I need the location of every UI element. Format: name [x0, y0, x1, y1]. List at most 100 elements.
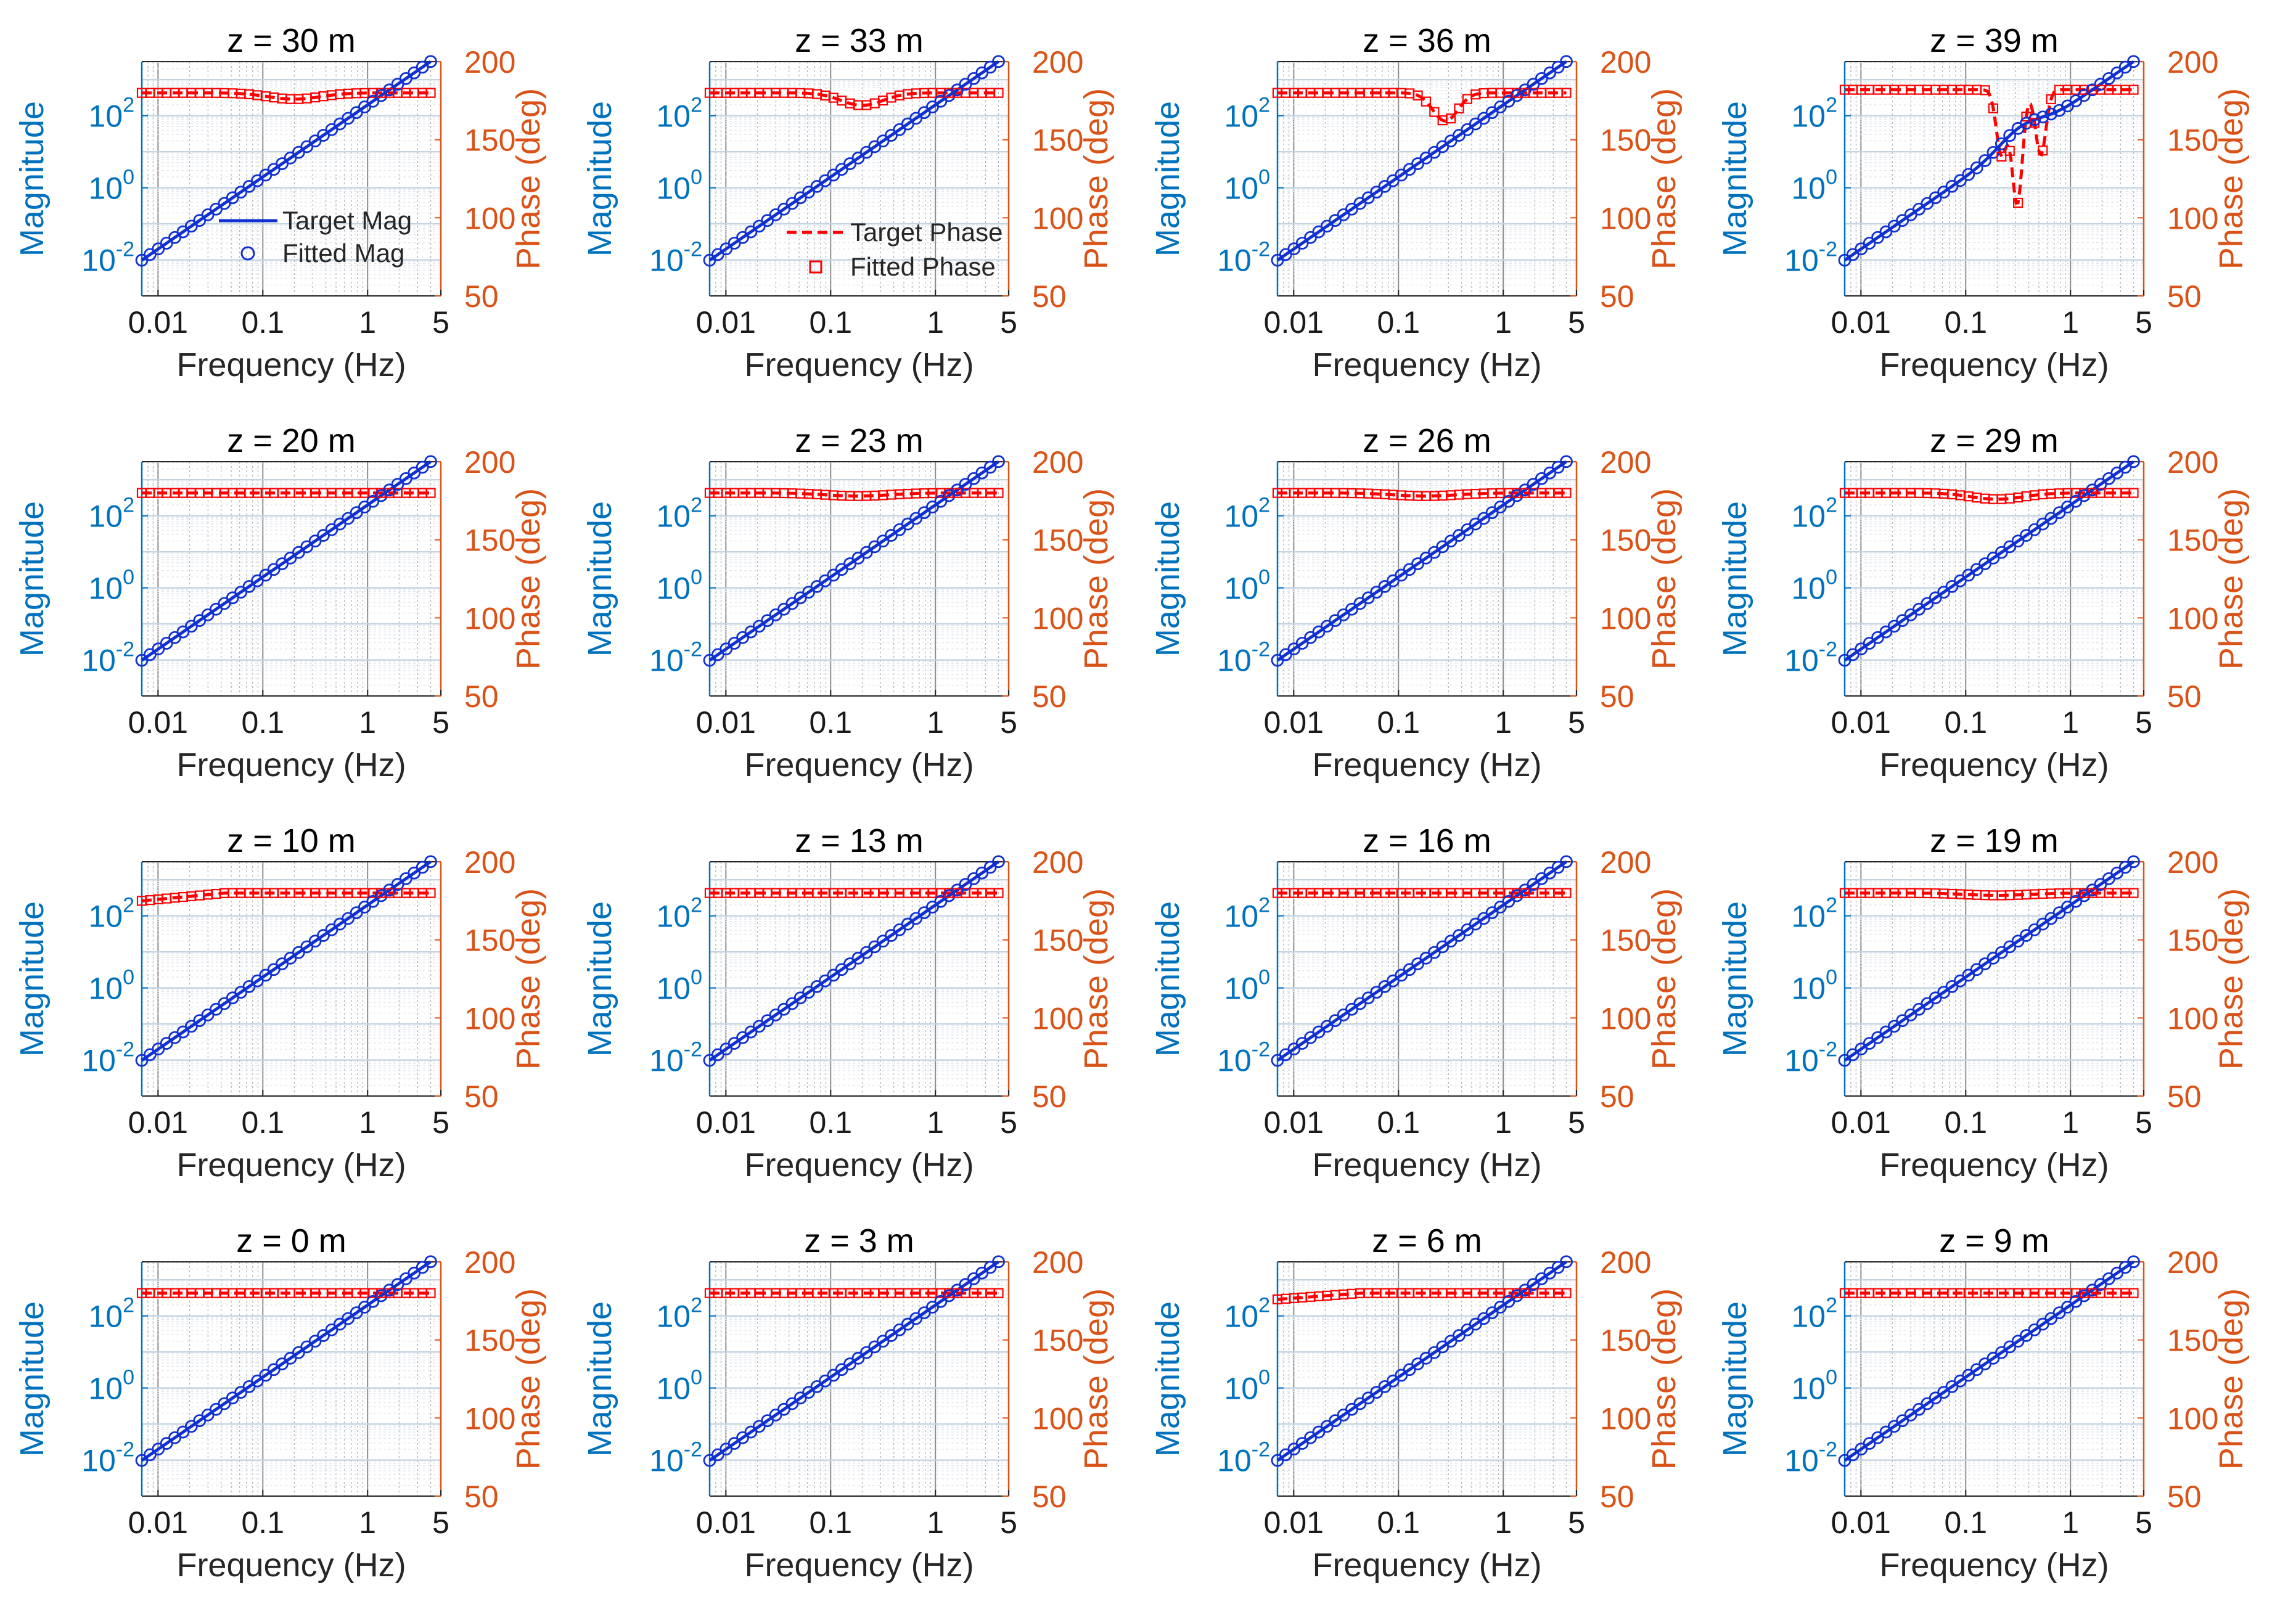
x-tick-label: 5: [1568, 1505, 1585, 1540]
fitted-phase-marker: [2128, 1288, 2139, 1298]
subplot-title: z = 9 m: [1939, 1222, 2049, 1259]
mag-tick-exp: 2: [123, 894, 134, 917]
mag-tick-exp: 0: [1258, 1366, 1270, 1389]
fitted-phase-marker: [993, 88, 1004, 98]
x-tick-label: 0.01: [696, 1505, 756, 1540]
y-axis-label-left: Magnitude: [14, 101, 51, 256]
phase-tick-label: 50: [2167, 1079, 2202, 1114]
mag-tick-exp: 2: [123, 1294, 134, 1317]
x-tick-label: 0.1: [1377, 1105, 1421, 1140]
phase-tick-label: 100: [1600, 1001, 1651, 1036]
x-tick-label: 0.01: [128, 705, 188, 740]
x-tick-label: 5: [2135, 1505, 2152, 1540]
fitted-mag-marker: [424, 1255, 437, 1269]
mag-tick-exp: 0: [691, 1366, 702, 1389]
fitted-mag-marker: [2127, 1255, 2140, 1269]
phase-tick-label: 50: [1600, 279, 1634, 314]
x-tick-label: 1: [927, 305, 944, 340]
phase-tick-label: 50: [1032, 679, 1067, 714]
phase-tick-label: 100: [2167, 201, 2218, 235]
x-tick-label: 1: [359, 705, 376, 740]
fitted-phase-marker: [1561, 488, 1572, 498]
fitted-phase-marker: [2128, 888, 2139, 898]
grid: [141, 862, 441, 1097]
x-tick-label: 5: [1000, 1105, 1017, 1140]
x-axis-label: Frequency (Hz): [176, 346, 406, 383]
mag-tick-exp: 0: [123, 566, 134, 589]
phase-tick-label: 100: [464, 601, 515, 636]
x-axis-label: Frequency (Hz): [744, 346, 974, 383]
mag-tick-exp: 0: [1258, 166, 1270, 189]
mag-tick-base: 10: [1224, 1372, 1258, 1406]
mag-tick-exp: 2: [691, 1294, 702, 1317]
mag-tick-label: 102: [1791, 1294, 1837, 1334]
x-tick-label: 0.1: [1377, 305, 1421, 340]
mag-tick-label: 100: [1224, 566, 1270, 606]
mag-tick-exp: 2: [1826, 94, 1837, 117]
x-tick-label: 0.1: [810, 705, 853, 740]
mag-tick-label: 100: [88, 166, 134, 206]
fitted-phase-marker: [1429, 107, 1440, 117]
fitted-mag-marker: [992, 1255, 1005, 1269]
mag-tick-base: 10: [88, 171, 123, 206]
mag-tick-base: 10: [1791, 571, 1826, 606]
phase-tick-label: 100: [1600, 1401, 1651, 1436]
mag-tick-base: 10: [656, 499, 691, 534]
phase-tick-label: 150: [464, 1324, 515, 1358]
mag-tick-label: 102: [1224, 494, 1270, 534]
x-axis-label: Frequency (Hz): [1312, 747, 1541, 783]
mag-tick-label: 10-2: [649, 238, 702, 278]
x-tick-label: 0.1: [1945, 305, 1988, 340]
mag-tick-base: 10: [656, 171, 691, 206]
mag-tick-base: 10: [1224, 571, 1258, 606]
mag-tick-base: 10: [1224, 972, 1258, 1006]
grid: [1844, 1262, 2144, 1497]
mag-tick-exp: -2: [1252, 638, 1270, 661]
x-tick-label: 0.1: [242, 305, 285, 340]
mag-tick-label: 100: [656, 166, 702, 206]
fitted-phase-marker: [993, 888, 1004, 898]
mag-tick-base: 10: [656, 99, 691, 134]
mag-tick-exp: -2: [116, 238, 134, 261]
mag-tick-exp: -2: [1819, 638, 1837, 661]
mag-tick-base: 10: [1791, 1372, 1826, 1406]
mag-tick-base: 10: [1217, 1444, 1252, 1478]
subplot-title: z = 0 m: [236, 1222, 346, 1259]
fitted-mag-marker: [1995, 137, 2008, 150]
phase-tick-label: 100: [1032, 201, 1083, 235]
subplot-title: z = 33 m: [795, 22, 924, 59]
x-tick-label: 5: [2135, 705, 2152, 740]
mag-tick-label: 10-2: [1217, 238, 1270, 278]
mag-tick-base: 10: [1224, 1299, 1258, 1334]
phase-tick-label: 200: [464, 445, 515, 480]
x-tick-label: 5: [1568, 705, 1585, 740]
phase-tick-label: 100: [2167, 1001, 2218, 1036]
mag-tick-base: 10: [88, 499, 123, 534]
mag-tick-exp: -2: [1819, 1038, 1837, 1062]
fitted-mag-marker: [1978, 154, 1991, 167]
phase-tick-label: 100: [1032, 1001, 1083, 1036]
fitted-mag-marker: [424, 55, 437, 68]
x-axis-label: Frequency (Hz): [744, 747, 974, 783]
fitted-mag-marker: [1962, 168, 1975, 181]
y-axis-label-right: Phase (deg): [510, 888, 547, 1070]
phase-tick-label: 150: [1600, 923, 1651, 958]
phase-tick-label: 200: [1032, 845, 1083, 880]
mag-tick-base: 10: [656, 1372, 691, 1406]
mag-tick-exp: 0: [123, 166, 134, 189]
fitted-phase-marker: [1988, 103, 1999, 113]
x-axis-label: Frequency (Hz): [1312, 346, 1541, 383]
x-tick-label: 5: [432, 305, 449, 340]
subplot-title: z = 16 m: [1363, 822, 1491, 859]
mag-tick-exp: 2: [123, 94, 134, 117]
x-tick-label: 1: [2062, 1105, 2079, 1140]
y-axis-label-right: Phase (deg): [510, 488, 547, 669]
fitted-mag-marker: [1954, 174, 1967, 187]
